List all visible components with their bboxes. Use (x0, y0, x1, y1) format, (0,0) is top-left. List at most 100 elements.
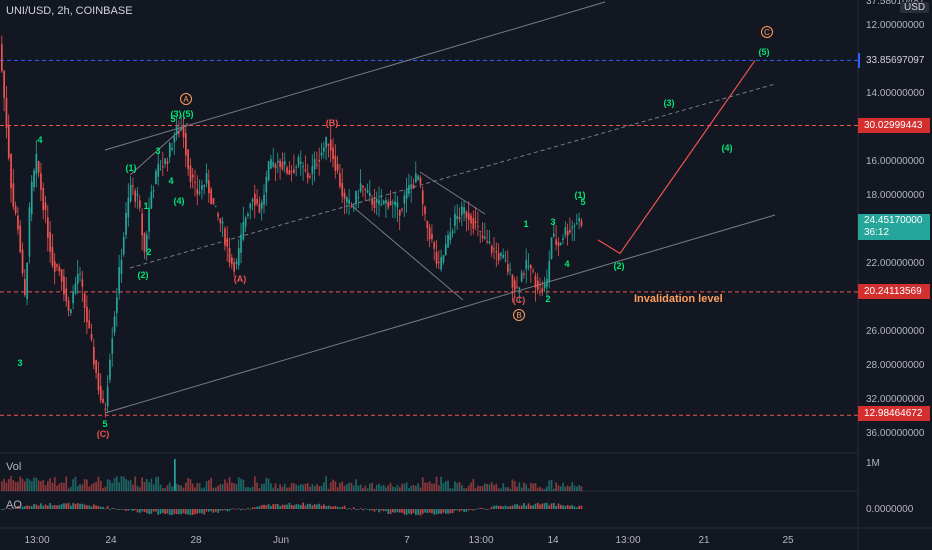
time-axis-label: Jun (273, 535, 289, 546)
volume-bar (288, 487, 291, 491)
candle-body (421, 190, 424, 205)
volume-bar (389, 482, 392, 491)
correction-channel-line (419, 171, 486, 215)
ao-bar (182, 509, 185, 514)
candle-body (141, 213, 143, 236)
ao-bar (136, 509, 139, 513)
volume-bar (221, 484, 224, 491)
ao-bar (373, 509, 376, 512)
candle-body (150, 191, 153, 209)
candle-body (240, 234, 242, 253)
ao-bar (178, 509, 180, 515)
volume-bar (339, 482, 341, 491)
candle-body (398, 209, 401, 216)
ao-bar (486, 509, 488, 510)
ao-bar (329, 506, 332, 509)
candle-body (444, 244, 447, 255)
volume-bar (37, 480, 40, 491)
ao-bar (306, 503, 309, 509)
candle-body (134, 190, 137, 202)
volume-bar (116, 476, 118, 491)
ao-bar (410, 509, 413, 515)
volume-bar (72, 479, 74, 491)
candle-body (102, 398, 104, 403)
candle-body (191, 174, 194, 178)
ao-bar (576, 507, 578, 509)
candle-body (382, 200, 385, 205)
candle-body (523, 273, 525, 275)
ao-bar (251, 507, 254, 509)
volume-bar (484, 483, 486, 491)
wave-label: (4) (722, 143, 733, 153)
ao-bar (286, 504, 288, 509)
volume-bar (106, 479, 109, 491)
ao-bar (70, 505, 72, 509)
candle-body (143, 233, 146, 253)
candle-body (83, 293, 86, 308)
ao-bar (258, 506, 261, 509)
candle-body (431, 233, 433, 240)
volume-bar (145, 479, 148, 491)
ao-bar (569, 505, 571, 509)
volume-bar (539, 486, 541, 491)
candle-body (86, 306, 88, 323)
candle-body (242, 221, 245, 240)
ao-bar (297, 504, 300, 509)
candle-body (251, 199, 254, 202)
ao-bar (51, 505, 54, 509)
volume-bar (435, 476, 438, 491)
ao-bar (488, 508, 491, 510)
volume-bar (175, 483, 178, 491)
ao-bar (513, 504, 516, 509)
candle-body (198, 191, 201, 193)
volume-bar (502, 483, 505, 491)
candle-body (297, 156, 300, 166)
ao-bar (472, 509, 475, 511)
price-axis-label: 22.00000000 (866, 258, 925, 269)
volume-bar (511, 479, 514, 491)
volume-bar (10, 476, 12, 491)
wave-circle-label: C (764, 28, 770, 37)
ao-bar (33, 504, 35, 509)
volume-bar (134, 476, 137, 491)
ao-bar (24, 506, 26, 509)
ao-bar (382, 509, 385, 512)
volume-bar (198, 483, 201, 491)
candle-body (511, 274, 514, 288)
candle-body (449, 232, 452, 241)
candle-body (479, 230, 482, 232)
ao-bar (316, 504, 318, 509)
candle-body (7, 124, 10, 159)
ao-bar (507, 506, 509, 509)
wave-label: (1) (575, 190, 586, 200)
volume-bar (270, 483, 272, 491)
ao-bar (290, 504, 293, 509)
volume-bar (249, 487, 252, 491)
symbol-title[interactable]: UNI/USD, 2h, COINBASE (6, 5, 133, 17)
candle-body (454, 213, 456, 226)
volume-bar (260, 484, 263, 491)
ao-bar (191, 509, 194, 515)
currency-badge[interactable]: USD (900, 2, 930, 13)
candle-body (424, 206, 426, 214)
candle-body (316, 164, 318, 166)
volume-bar (352, 485, 355, 491)
ao-bar (311, 505, 314, 509)
ao-bar (72, 503, 74, 509)
volume-bar (398, 487, 401, 491)
volume-bar (488, 484, 491, 491)
candle-body (237, 247, 240, 266)
candle-body (474, 221, 477, 223)
volume-bar (157, 476, 160, 491)
volume-spike (174, 459, 176, 491)
ao-bar (458, 509, 461, 512)
price-tag-current: 24.45170000 36:12 (858, 214, 930, 240)
volume-bar (180, 485, 183, 491)
volume-bar (490, 482, 493, 491)
volume-bar (88, 486, 91, 491)
candle-body (152, 190, 155, 192)
ao-bar (534, 503, 537, 509)
candle-body (5, 97, 8, 129)
volume-bar (56, 485, 58, 491)
